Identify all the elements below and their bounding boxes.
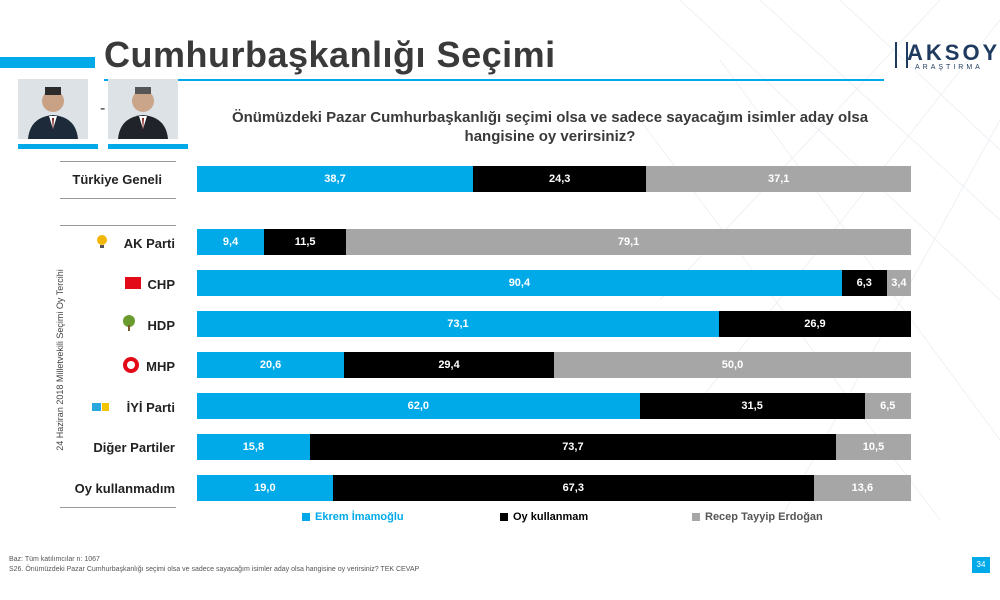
bar-erdogan (346, 229, 911, 255)
row-label-diger-partiler: Diğer Partiler (93, 440, 175, 455)
legend-label: Oy kullanmam (513, 511, 589, 523)
bar-value-label: 20,6 (259, 359, 282, 371)
legend-label: Ekrem İmamoğlu (315, 511, 404, 523)
legend-label: Recep Tayyip Erdoğan (705, 511, 823, 523)
bar-value-label: 31,5 (741, 400, 763, 412)
bar-value-label: 13,6 (851, 482, 874, 494)
bar-oy-kullanmam (841, 270, 887, 296)
person-photo-icon (18, 79, 88, 139)
row-label-chp: CHP (147, 277, 175, 292)
bar-value-label: 38,7 (324, 173, 346, 185)
vs-dash: - (100, 100, 106, 117)
page-title: Cumhurbaşkanlığı Seçimi (104, 34, 556, 75)
bar-value-label: 19,0 (254, 482, 276, 494)
bar-value-label: 73,7 (562, 441, 584, 453)
divider (60, 225, 176, 226)
bar-value-label: 62,0 (407, 400, 430, 412)
bar-erdogan (886, 270, 911, 296)
bar-imamoglu (197, 270, 842, 296)
footnote-question: S26. Önümüzdeki Pazar Cumhurbaşkanlığı s… (9, 566, 420, 573)
bar-value-label: 79,1 (617, 236, 640, 248)
bar-oy-kullanmam (309, 434, 836, 460)
bar-value-label: 15,8 (242, 441, 265, 453)
divider (60, 507, 176, 508)
legend-swatch (500, 513, 508, 522)
aksoy-logo: AKSOY ARAŞTIRMA (895, 40, 997, 74)
bar-value-label: 26,9 (804, 318, 826, 330)
bar-value-label: 29,4 (438, 359, 460, 371)
divider (60, 161, 176, 162)
legend-swatch (302, 513, 310, 522)
bar-oy-kullanmam (473, 166, 647, 192)
logo-mark-icon (895, 42, 908, 68)
bar-imamoglu (197, 475, 333, 501)
bar-imamoglu (197, 393, 640, 419)
portrait-accent-bar (18, 144, 98, 149)
bar-value-label: 73,1 (447, 318, 469, 330)
bar-value-label: 6,5 (880, 400, 896, 412)
mhp-crescent-icon (123, 357, 139, 373)
bar-imamoglu (197, 166, 474, 192)
portrait-erdogan (108, 79, 188, 149)
legend-oy-kullanmam: Oy kullanmam (500, 511, 588, 523)
bar-value-label: 90,4 (508, 277, 531, 289)
bar-value-label: 11,5 (294, 236, 316, 248)
bar-erdogan (836, 434, 911, 460)
bar-value-label: 67,3 (562, 482, 584, 494)
legend-recep-tayyip-erdogan: Recep Tayyip Erdoğan (692, 511, 823, 523)
bar-erdogan (646, 166, 911, 192)
ak-parti-bulb-icon (97, 235, 107, 248)
hdp-tree-icon (123, 315, 135, 331)
row-label-mhp: MHP (146, 359, 175, 374)
logo-text: AKSOY (907, 40, 1000, 65)
row-label-hdp: HDP (147, 318, 175, 333)
bar-oy-kullanmam (718, 311, 911, 337)
row-label-ak-parti: AK Parti (123, 236, 175, 251)
bar-value-label: 50,0 (721, 359, 744, 371)
bar-erdogan (813, 475, 911, 501)
bar-oy-kullanmam (332, 475, 814, 501)
row-label-iyi-parti: İYİ Parti (126, 400, 175, 415)
bar-value-label: 37,1 (767, 173, 790, 185)
bar-value-label: 9,4 (222, 236, 239, 248)
title-underline (104, 79, 884, 81)
row-label-oy-kullanmadim: Oy kullanmadım (74, 481, 175, 496)
iyi-parti-logo-icon (92, 403, 109, 411)
bar-value-label: 3,4 (891, 277, 907, 289)
row-label-turkiye-geneli: Türkiye Geneli (72, 172, 162, 187)
bar-erdogan (554, 352, 911, 378)
bar-imamoglu (197, 352, 345, 378)
bar-value-label: 10,5 (862, 441, 885, 453)
person-photo-icon (108, 79, 178, 139)
footnote-base: Baz: Tüm katılımcılar n: 1067 (9, 556, 100, 563)
bar-value-label: 6,3 (856, 277, 872, 289)
legend-ekrem-imamoglu: Ekrem İmamoğlu (302, 511, 404, 523)
logo-subtext: ARAŞTIRMA (915, 64, 983, 71)
page-number: 34 (972, 557, 990, 573)
bar-oy-kullanmam (264, 229, 347, 255)
bar-imamoglu (197, 434, 310, 460)
title-accent-bar (0, 57, 95, 68)
divider (60, 198, 176, 199)
bar-oy-kullanmam (639, 393, 865, 419)
side-axis-label: 24 Haziran 2018 Milletvekili Seçimi Oy T… (55, 269, 65, 451)
bar-value-label: 24,3 (548, 173, 571, 185)
survey-question: Önümüzdeki Pazar Cumhurbaşkanlığı seçimi… (231, 109, 869, 145)
bar-imamoglu (197, 311, 719, 337)
bar-erdogan (864, 393, 911, 419)
chp-logo-icon (125, 277, 141, 292)
legend-swatch (692, 513, 700, 522)
portrait-accent-bar (108, 144, 188, 149)
bar-imamoglu (197, 229, 265, 255)
portrait-imamoglu (18, 79, 98, 149)
stacked-bar-chart: 38,7 24,3 37,1 9,4 11,5 79,1 90,4 6,3 3,4 73,1 26,… (197, 0, 917, 600)
bar-oy-kullanmam (344, 352, 554, 378)
